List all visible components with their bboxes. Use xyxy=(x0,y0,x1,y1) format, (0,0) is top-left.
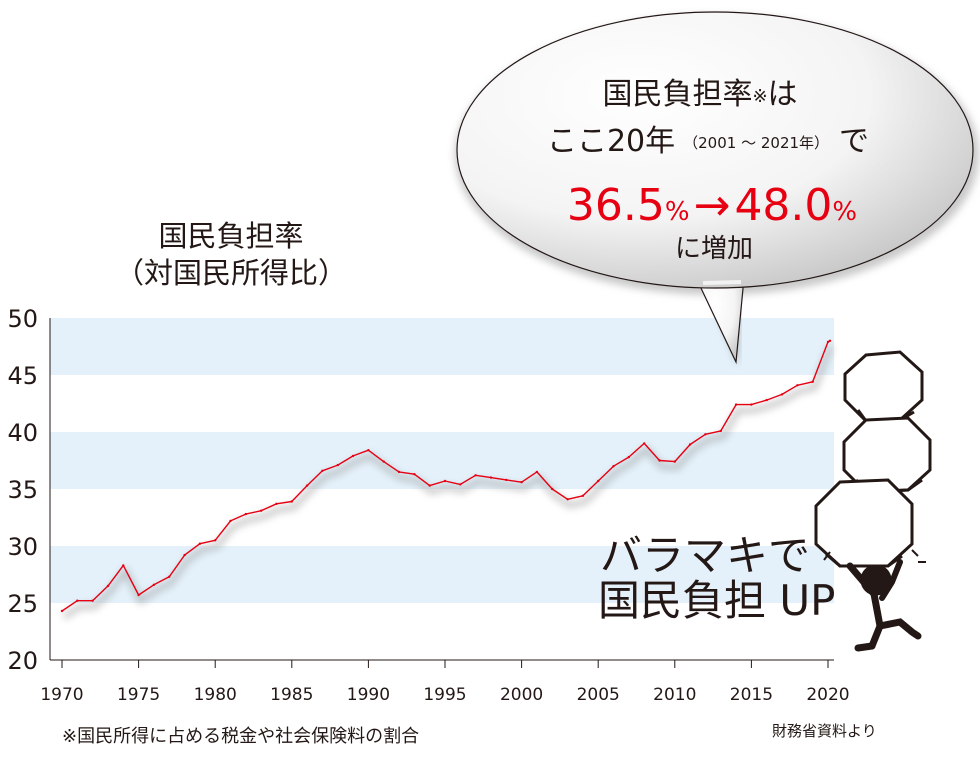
grid-band xyxy=(50,546,834,603)
data-point xyxy=(658,459,661,462)
x-tick-label: 1985 xyxy=(270,685,313,705)
y-tick-label: 45 xyxy=(7,362,38,390)
data-point xyxy=(91,599,94,602)
x-tick-label: 1970 xyxy=(40,685,83,705)
data-point xyxy=(765,398,768,402)
coin-icon xyxy=(814,478,914,568)
y-tick-label: 25 xyxy=(7,590,38,618)
data-point xyxy=(643,442,646,445)
y-tick-labels: 20 25 30 35 40 45 50 xyxy=(7,305,38,675)
data-point xyxy=(520,481,523,484)
data-point xyxy=(474,474,477,477)
series-line xyxy=(61,340,831,612)
data-point xyxy=(275,502,278,505)
x-tick-label: 1990 xyxy=(347,685,390,705)
data-point xyxy=(413,473,416,476)
footnote: ※国民所得に占める税金や社会保険料の割合 xyxy=(62,726,419,747)
data-point xyxy=(581,494,585,497)
data-point xyxy=(198,542,202,545)
data-point xyxy=(535,470,539,474)
data-point xyxy=(566,498,569,501)
callout-line1: 国民負担率※は xyxy=(602,77,797,112)
callout-values: 36.5%→48.0% xyxy=(567,180,857,231)
grid-band xyxy=(50,318,834,375)
data-point xyxy=(673,460,676,463)
data-point xyxy=(428,484,431,487)
callout-line2: ここ20年 （2001 ～ 2021年）で xyxy=(547,124,869,159)
data-point xyxy=(106,584,110,588)
x-tick-label: 2000 xyxy=(500,685,543,705)
y-tick-label: 40 xyxy=(7,419,38,447)
data-point xyxy=(382,460,385,463)
data-point xyxy=(597,479,600,483)
data-point xyxy=(321,469,324,472)
data-point xyxy=(168,575,171,578)
data-point xyxy=(612,465,615,468)
y-tick-label: 35 xyxy=(7,476,38,504)
data-point xyxy=(229,519,232,523)
data-point xyxy=(734,403,738,406)
chart-subtitle: （対国民所得比） xyxy=(115,256,347,290)
data-point xyxy=(459,483,462,486)
data-point xyxy=(214,539,217,542)
x-tick-label: 1980 xyxy=(194,685,237,705)
y-tick-label: 20 xyxy=(7,647,38,675)
x-tick-label: 2005 xyxy=(577,685,620,705)
data-point xyxy=(719,429,722,433)
x-tick-label: 1995 xyxy=(423,685,466,705)
data-point xyxy=(60,609,64,613)
x-tick-label: 2020 xyxy=(806,685,849,705)
x-tick-labels: 1970 1975 1980 1985 1990 1995 2000 2005 2010 2015… xyxy=(40,660,850,705)
data-point xyxy=(122,564,125,567)
data-point xyxy=(796,384,799,387)
y-tick-label: 50 xyxy=(7,305,38,333)
data-point xyxy=(76,599,79,602)
x-tick-label: 2010 xyxy=(653,685,696,705)
stick-figure-icon xyxy=(823,549,926,652)
data-point xyxy=(750,403,753,406)
data-point xyxy=(260,509,263,512)
data-point xyxy=(305,484,309,487)
data-point xyxy=(290,500,293,503)
data-point xyxy=(489,476,493,479)
callout-bubble xyxy=(455,11,979,366)
data-point xyxy=(627,455,630,459)
data-point xyxy=(367,449,370,452)
data-point xyxy=(397,470,401,474)
data-point xyxy=(828,339,832,342)
data-point xyxy=(811,380,814,383)
data-point xyxy=(688,443,692,446)
y-tick-label: 30 xyxy=(7,533,38,561)
data-point xyxy=(137,593,140,597)
coin-stack-illustration xyxy=(814,350,932,652)
data-point xyxy=(826,340,830,344)
source-note: 財務省資料より xyxy=(772,722,877,740)
data-point xyxy=(505,478,508,482)
data-point xyxy=(244,512,247,516)
x-tick-label: 2015 xyxy=(730,685,773,705)
callout-line4: に増加 xyxy=(675,234,753,264)
data-point xyxy=(152,583,156,586)
series-points xyxy=(60,339,832,613)
chart-title: 国民負担率 xyxy=(158,219,303,253)
data-point xyxy=(183,553,186,557)
coin-icon xyxy=(843,350,924,423)
slogan-line2: 国民負担 UP xyxy=(598,576,835,625)
data-point xyxy=(780,393,784,396)
data-point xyxy=(704,433,707,436)
slogan-line1: バラマキで xyxy=(600,531,810,580)
data-point xyxy=(551,487,554,491)
x-tick-label: 1975 xyxy=(117,685,160,705)
series-line-shadow xyxy=(62,344,834,620)
data-point xyxy=(336,463,339,467)
data-point xyxy=(351,454,355,458)
data-point xyxy=(443,479,447,483)
